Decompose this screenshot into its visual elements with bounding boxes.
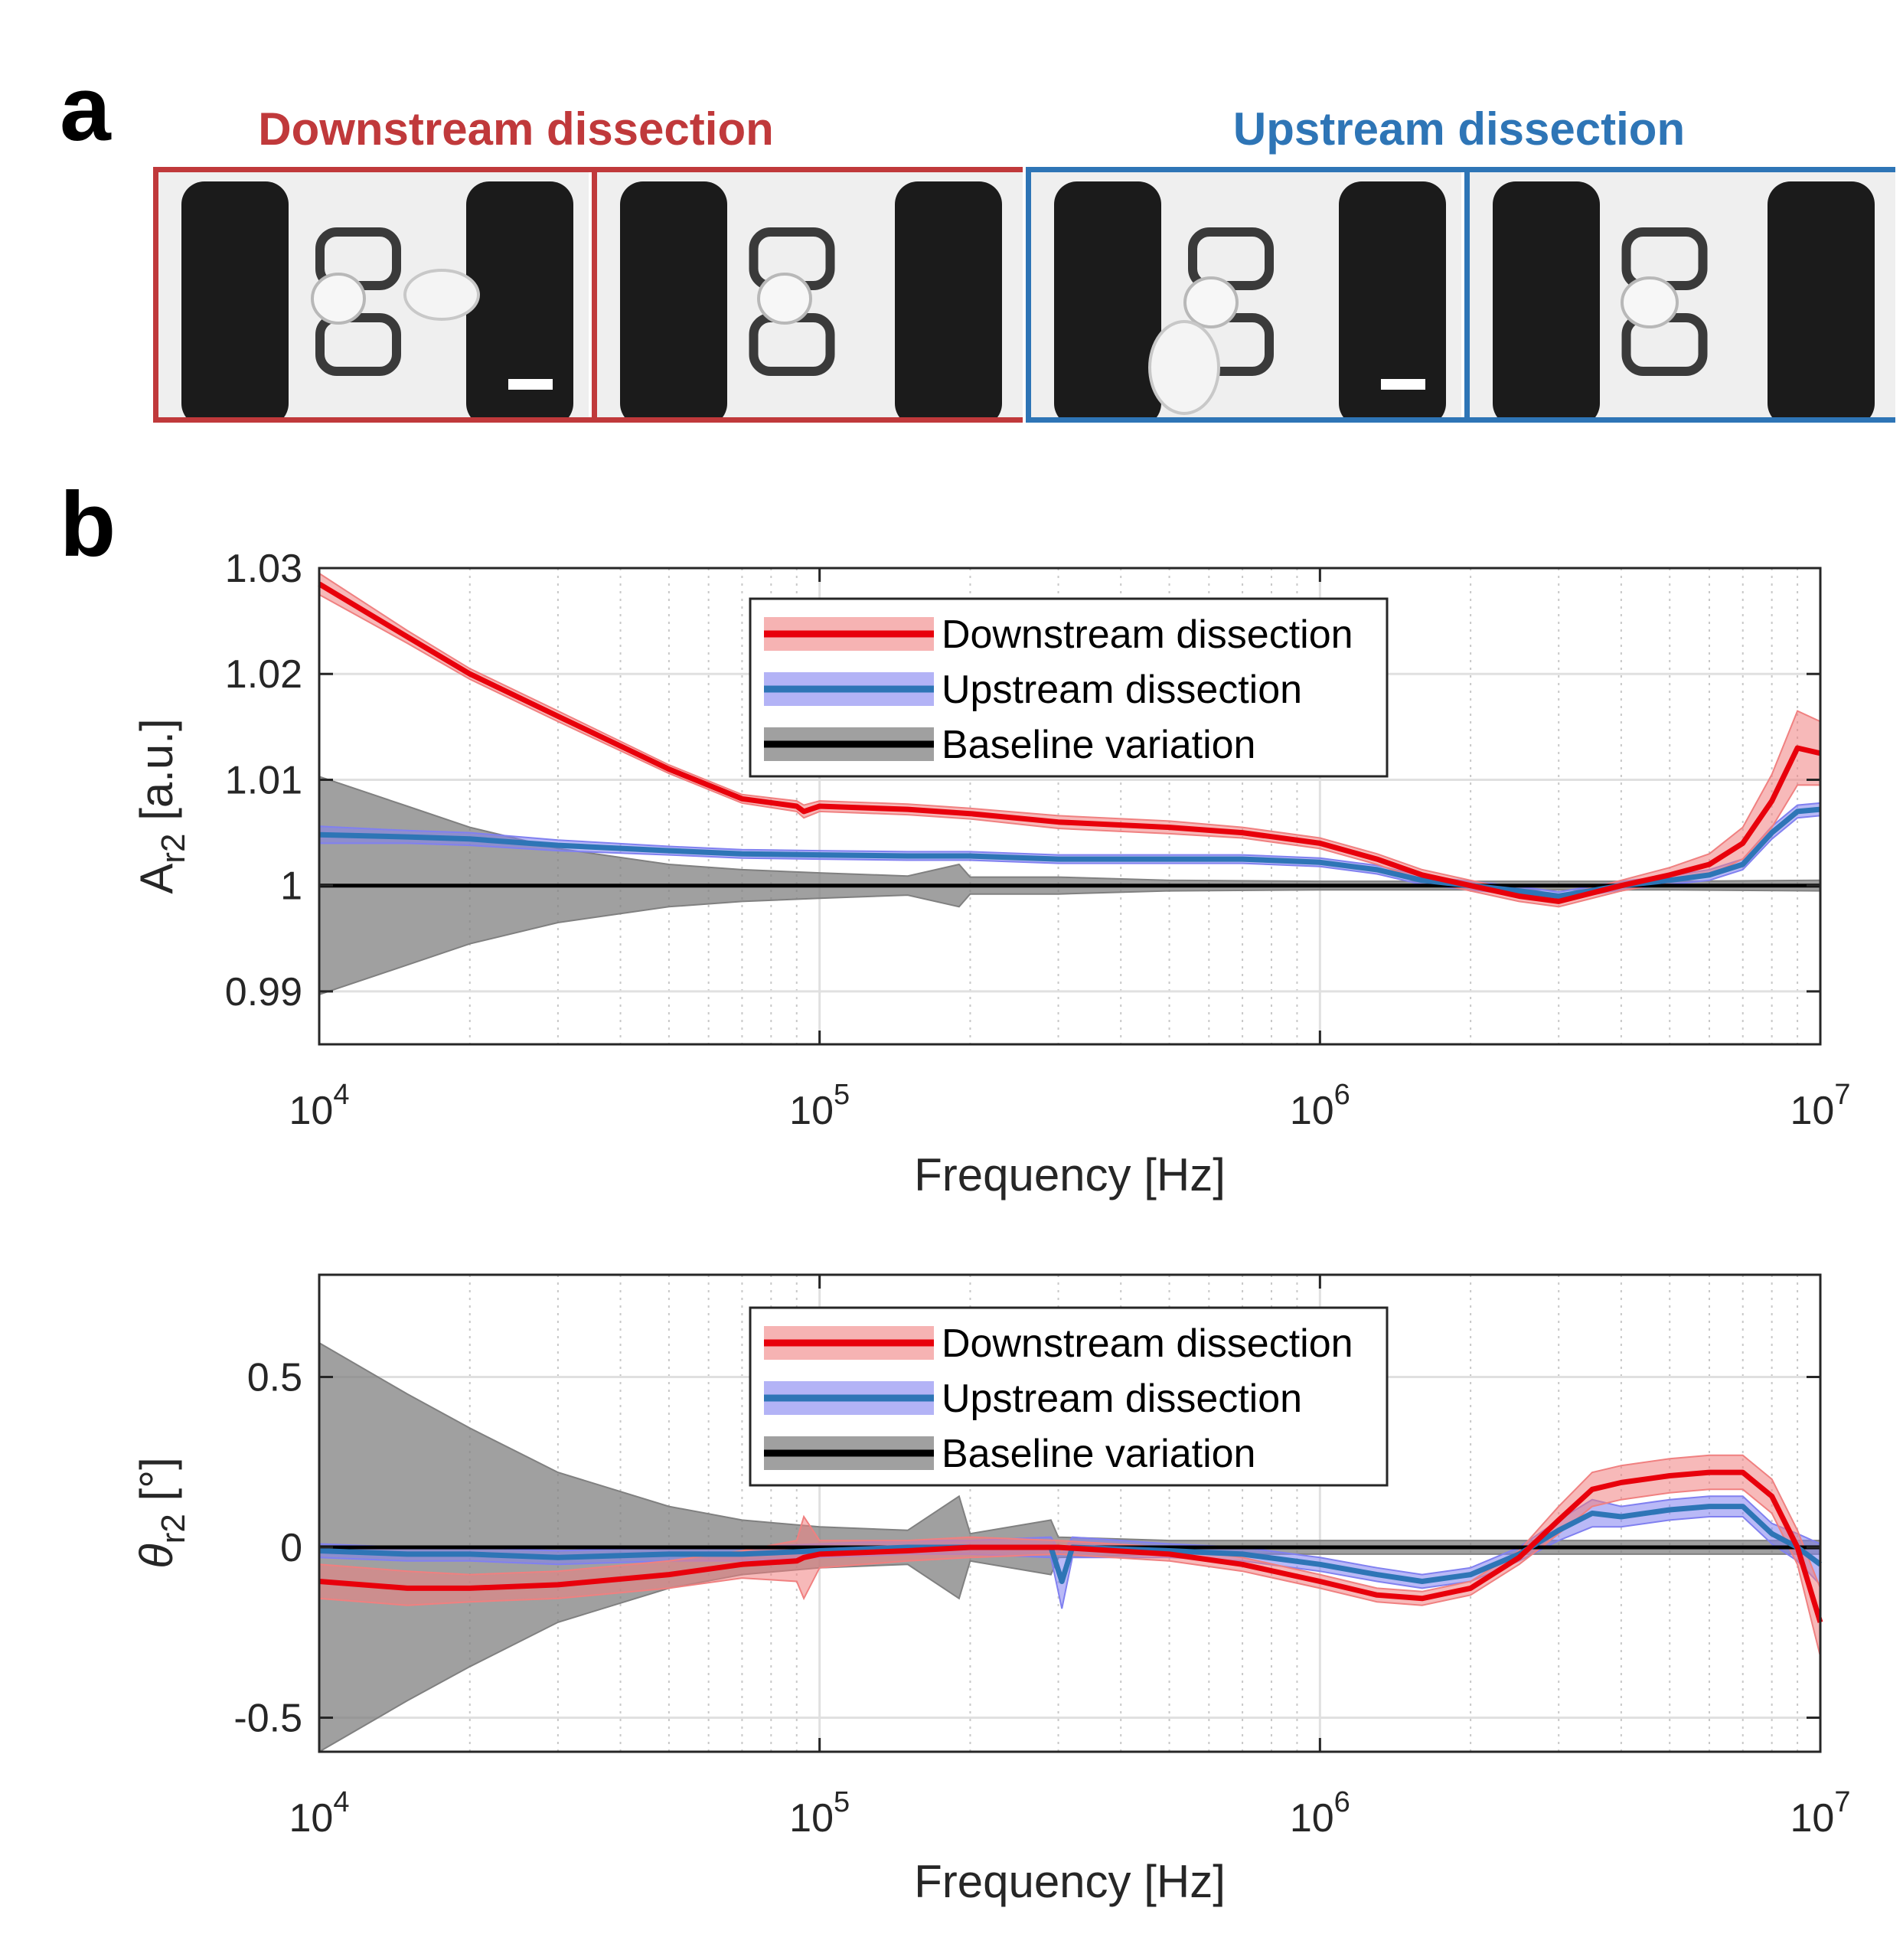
upstream-title: Upstream dissection (1232, 103, 1686, 155)
micrograph-4 (1493, 181, 1875, 417)
electrode-left (1054, 181, 1161, 417)
downstream-image-strip (153, 167, 1023, 423)
axes-box (318, 1273, 1822, 1753)
x-tick-label: 104 (289, 1079, 350, 1133)
micrograph-1 (181, 181, 573, 417)
electrode-right (895, 181, 1002, 417)
x-tick-label: 106 (1290, 1079, 1350, 1133)
downstream-frame-1 (158, 172, 589, 417)
y-tick-label: 1.01 (225, 758, 302, 802)
y-tick-label: -0.5 (233, 1697, 302, 1741)
downstream-legend-label: Downstream dissection (942, 612, 1353, 657)
x-tick-label: 105 (789, 1079, 850, 1133)
panel-a-letter: a (60, 57, 111, 160)
axes-box (318, 567, 1822, 1046)
scale-bar (508, 379, 553, 390)
baseline-legend-label: Baseline variation (942, 1432, 1255, 1476)
cell-trapped (1621, 276, 1679, 328)
x-tick-label: 107 (1790, 1786, 1851, 1841)
electrode-right (1768, 181, 1875, 417)
upstream-legend-label: Upstream dissection (942, 1377, 1302, 1421)
downstream-line (318, 1469, 1823, 1623)
legend: Downstream dissection Upstream dissection… (749, 597, 1389, 778)
downstream-frame-2 (592, 172, 1023, 417)
x-tick-label: 105 (789, 1786, 850, 1841)
x-axis-label: Frequency [Hz] (914, 1149, 1226, 1200)
y-tick-label: 0 (280, 1526, 302, 1570)
downstream-legend-label: Downstream dissection (942, 1321, 1353, 1366)
micrograph-3 (1054, 181, 1446, 417)
y-tick-label: 1.02 (225, 652, 302, 697)
cell-dissected (1148, 320, 1220, 415)
electrode-left (181, 181, 289, 417)
cell-trapped (311, 273, 366, 325)
baseline-legend-label: Baseline variation (942, 723, 1255, 767)
upstream-frame-1 (1031, 172, 1461, 417)
y-tick-label: 1 (280, 864, 302, 909)
x-axis-label: Frequency [Hz] (914, 1856, 1226, 1907)
trap-bottom (315, 313, 401, 376)
x-tick-label: 104 (289, 1786, 350, 1841)
cell-trapped (1183, 276, 1239, 328)
panel-b-letter: b (60, 473, 116, 576)
upstream-image-strip (1026, 167, 1895, 423)
downstream-line (318, 581, 1821, 904)
upstream-line (318, 806, 1821, 899)
plot-1: 0.99 1 1.01 1.02 1.03 104 105 106 107 Frequency [… (131, 547, 1850, 1200)
y-tick-label: 0.99 (225, 970, 302, 1014)
upstream-line (318, 1504, 1823, 1584)
y-tick-label: 1.03 (225, 547, 302, 591)
electrode-right (466, 181, 573, 417)
x-tick-label: 106 (1290, 1786, 1350, 1841)
x-tick-label: 107 (1790, 1079, 1851, 1133)
downstream-title: Downstream dissection (258, 103, 774, 155)
y-axis-label: Ar2 [a.u.] (131, 718, 192, 893)
cell-trapped (757, 273, 812, 325)
electrode-left (620, 181, 727, 417)
electrode-right (1339, 181, 1446, 417)
micrograph-2 (620, 181, 1002, 417)
upstream-legend-label: Upstream dissection (942, 668, 1302, 712)
upstream-frame-2 (1464, 172, 1895, 417)
plot-2: -0.5 0 0.5 104 105 106 107 Frequency [Hz] θr2 [°… (131, 1273, 1851, 1907)
scale-bar (1381, 379, 1425, 390)
legend: Downstream dissection Upstream dissection… (749, 1306, 1389, 1487)
cell-dissected (403, 269, 480, 321)
electrode-left (1493, 181, 1600, 417)
y-tick-label: 0.5 (247, 1356, 302, 1400)
y-axis-label: θr2 [°] (131, 1457, 192, 1569)
